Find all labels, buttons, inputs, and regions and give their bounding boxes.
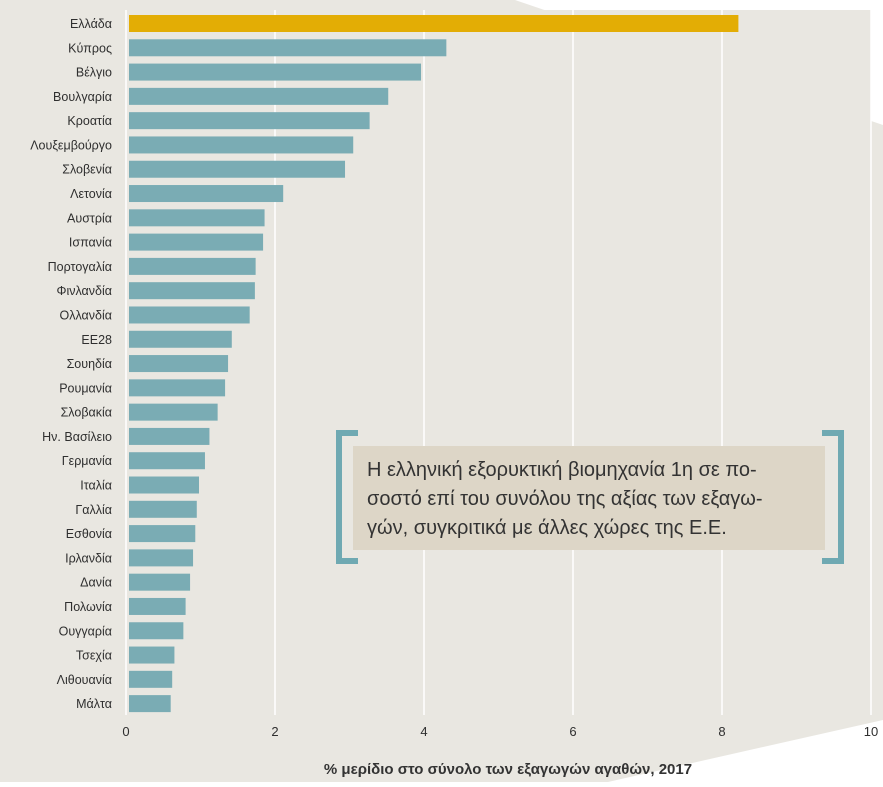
callout-annotation: Η ελληνική εξορυκτική βιομηχανία 1η σε π… xyxy=(353,446,825,550)
x-axis-title: % μερίδιο στο σύνολο των εξαγωγών αγαθών… xyxy=(324,761,692,778)
category-label: Ρουμανία xyxy=(59,381,112,395)
category-label: Ιταλία xyxy=(80,479,112,493)
bar xyxy=(129,379,226,397)
bar xyxy=(129,330,232,348)
bar xyxy=(129,622,184,640)
bar xyxy=(129,87,389,105)
bar xyxy=(129,452,205,470)
x-tick-label: 2 xyxy=(271,724,278,739)
category-label: Λιθουανία xyxy=(57,673,112,687)
category-label: Λετονία xyxy=(70,187,112,201)
bar xyxy=(129,306,250,324)
category-label: Σουηδία xyxy=(67,357,112,371)
category-labels: Ελλάδα Κύπρος Βέλγιο Βουλγαρία Κροατία Λουξεμ… xyxy=(30,17,112,711)
x-tick-label: 10 xyxy=(864,724,878,739)
bars xyxy=(129,15,739,713)
category-label: Ην. Βασίλειο xyxy=(42,430,112,444)
bar xyxy=(129,670,173,688)
x-tick-label: 8 xyxy=(718,724,725,739)
callout-bracket-right xyxy=(822,430,844,564)
category-label: Σλοβενία xyxy=(62,163,112,177)
category-label: Δανία xyxy=(80,576,112,590)
category-label: Τσεχία xyxy=(76,649,112,663)
gridlines xyxy=(125,10,872,715)
bar xyxy=(129,160,346,178)
category-label: Κροατία xyxy=(67,114,112,128)
callout-bracket-left xyxy=(336,430,358,564)
bar xyxy=(129,282,255,300)
bar xyxy=(129,500,197,518)
category-label: Ολλανδία xyxy=(60,308,112,322)
bar xyxy=(129,597,186,615)
bar xyxy=(129,549,194,567)
category-label: Ουγγαρία xyxy=(59,624,112,638)
category-label: Σλοβακία xyxy=(61,406,112,420)
category-label: Γερμανία xyxy=(62,454,112,468)
bar xyxy=(129,695,171,713)
bar xyxy=(129,573,191,591)
bar xyxy=(129,112,370,130)
bar xyxy=(129,233,264,251)
bar xyxy=(129,355,229,373)
category-label: Φινλανδία xyxy=(57,284,113,298)
category-label: Πολωνία xyxy=(64,600,112,614)
category-label: Ελλάδα xyxy=(70,17,112,31)
bar xyxy=(129,403,218,421)
bar xyxy=(129,209,265,227)
bar xyxy=(129,136,354,154)
category-label: Πορτογαλία xyxy=(48,260,112,274)
bar xyxy=(129,427,210,445)
x-tick-labels: 0 2 4 6 8 10 xyxy=(122,724,878,739)
bar xyxy=(129,525,196,543)
category-label: ΕΕ28 xyxy=(81,333,112,347)
category-label: Ιρλανδία xyxy=(65,551,112,565)
category-label: Ισπανία xyxy=(69,236,112,250)
bar xyxy=(129,185,284,203)
category-label: Βουλγαρία xyxy=(53,90,112,104)
category-label: Λουξεμβούργο xyxy=(30,138,112,152)
bar xyxy=(129,39,447,57)
x-tick-label: 4 xyxy=(420,724,427,739)
bar xyxy=(129,15,739,32)
category-label: Μάλτα xyxy=(76,697,112,711)
x-tick-label: 0 xyxy=(122,724,129,739)
bar xyxy=(129,646,175,664)
bar xyxy=(129,476,200,494)
category-label: Κύπρος xyxy=(68,41,112,55)
bar xyxy=(129,63,422,81)
x-tick-label: 6 xyxy=(569,724,576,739)
bar xyxy=(129,257,256,275)
category-label: Βέλγιο xyxy=(76,66,112,80)
category-label: Αυστρία xyxy=(67,211,112,225)
category-label: Εσθονία xyxy=(66,527,112,541)
category-label: Γαλλία xyxy=(75,503,112,517)
